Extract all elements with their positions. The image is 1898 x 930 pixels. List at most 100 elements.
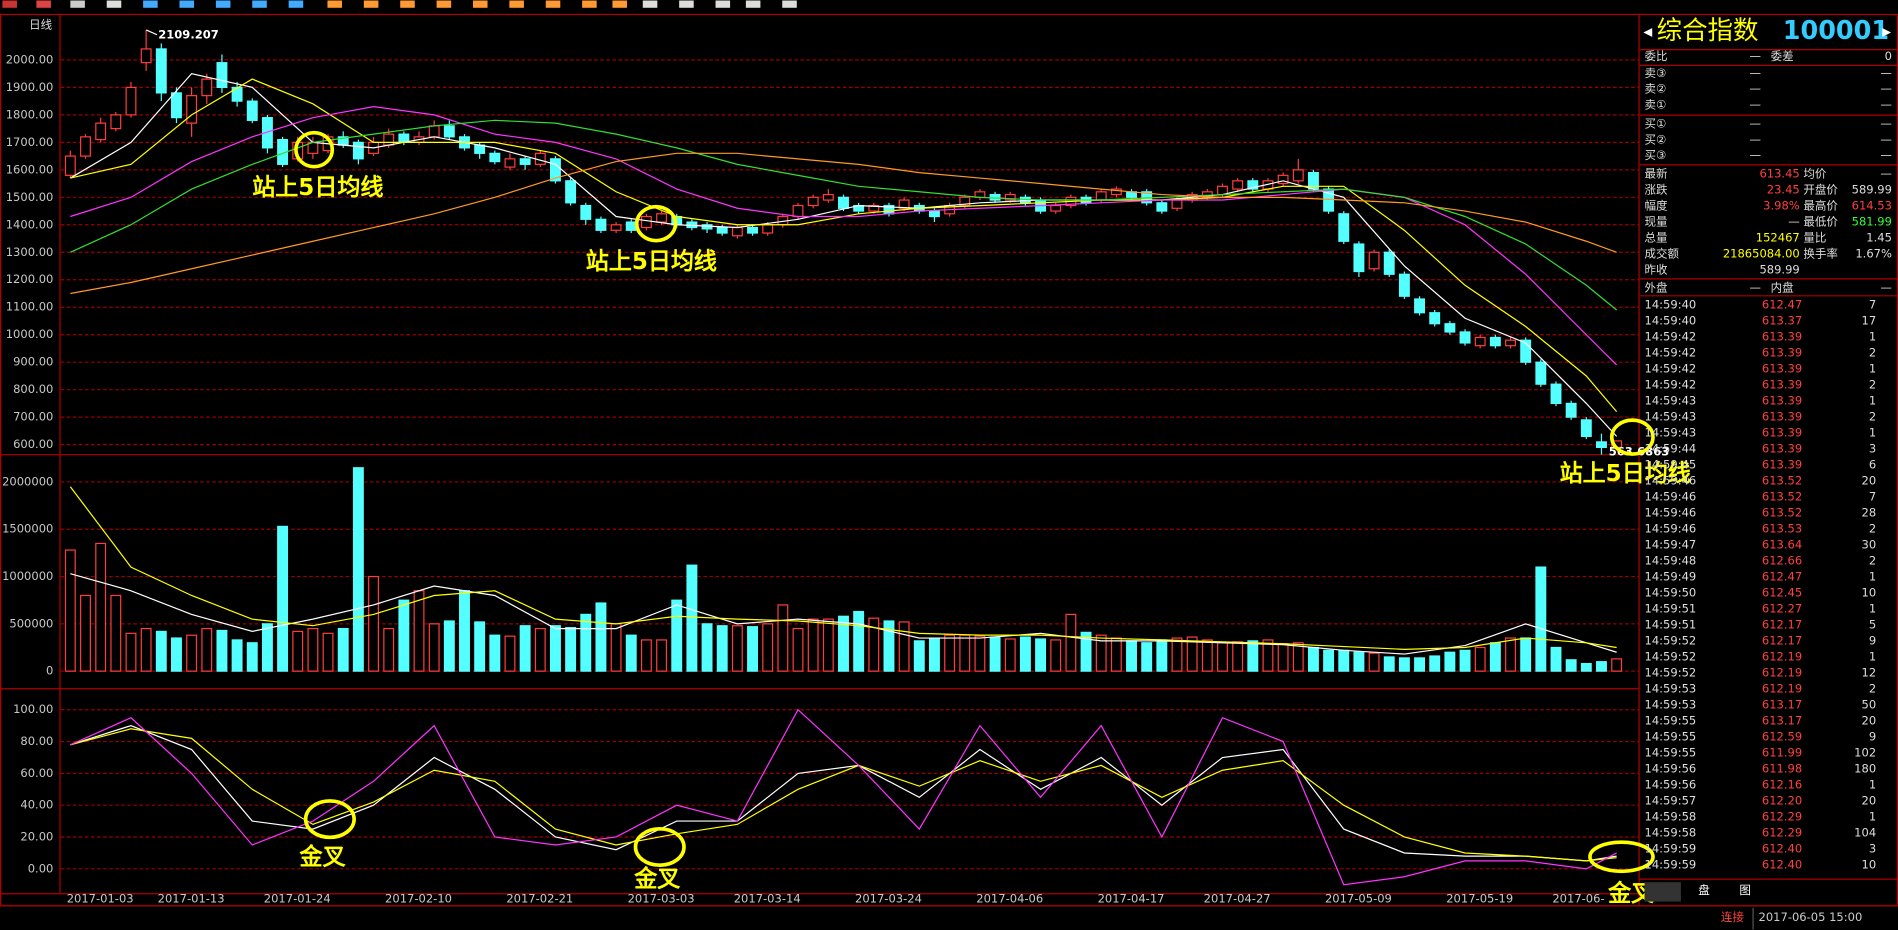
trade-time: 14:59:51 (1645, 602, 1697, 616)
tab-label[interactable]: 盘 (1698, 883, 1710, 897)
tool-icon[interactable] (327, 0, 343, 8)
volume-bar (140, 627, 152, 672)
order-price: — (1749, 66, 1761, 80)
candle-body (125, 86, 137, 116)
trade-volume: 1 (1869, 393, 1876, 407)
tool-icon[interactable] (612, 0, 628, 8)
indicator-line (70, 152, 1617, 295)
tool-icon[interactable] (288, 0, 304, 8)
trade-volume: 30 (1862, 538, 1877, 552)
stat-value: 1.67% (1855, 246, 1892, 260)
stat-value: — (1788, 214, 1800, 228)
tool-icon[interactable] (679, 0, 694, 8)
tab-label[interactable]: 图 (1739, 883, 1751, 897)
tool-icon[interactable] (215, 0, 231, 8)
tool-icon[interactable] (782, 0, 797, 8)
status-datetime: 2017-06-05 15:00 (1759, 910, 1863, 924)
tool-icon[interactable] (143, 0, 158, 8)
tool-icon[interactable] (252, 0, 267, 8)
volume-bar (459, 590, 470, 672)
tool-icon[interactable] (363, 0, 379, 8)
stat-value: — (1880, 166, 1892, 180)
prev-arrow[interactable]: ◀ (1643, 25, 1652, 39)
volume-bar (1383, 656, 1395, 672)
volume-bar (868, 617, 880, 672)
volume-bar (928, 638, 940, 672)
tool-icon[interactable] (642, 0, 658, 8)
candle-body (1474, 336, 1486, 347)
trade-volume: 3 (1869, 441, 1876, 455)
candle-body (352, 141, 364, 160)
volume-bar (853, 610, 865, 672)
candle-body (610, 224, 622, 231)
stat-label: 成交额 (1645, 246, 1680, 260)
tool-icon[interactable] (179, 0, 195, 8)
volume-bar (125, 632, 137, 672)
volume-bar (959, 634, 971, 672)
trade-volume: 180 (1854, 762, 1876, 776)
trade-time: 14:59:48 (1645, 554, 1697, 568)
tool-icon[interactable] (472, 0, 488, 8)
tool-icon[interactable] (745, 0, 761, 8)
volume-bar (1596, 661, 1607, 672)
stat-value: 589.99 (1759, 262, 1799, 276)
field-value: — (1749, 280, 1761, 294)
tool-icon[interactable] (582, 0, 597, 8)
y-tick-label: 1100.00 (6, 300, 54, 314)
tool-icon[interactable] (509, 0, 524, 8)
volume-bar (80, 594, 91, 672)
y-tick-label: 1400.00 (6, 217, 54, 231)
order-volume: — (1880, 117, 1892, 131)
y-tick-label: 40.00 (20, 798, 53, 812)
tool-icon[interactable] (545, 0, 561, 8)
volume-bar (246, 642, 258, 672)
tab[interactable] (1644, 882, 1681, 902)
volume-bar (716, 625, 728, 672)
y-tick-label: 1500.00 (6, 190, 54, 204)
tool-icon[interactable] (36, 0, 51, 8)
volume-bar (974, 635, 986, 672)
volume-bar (1156, 639, 1168, 672)
candle-body (1505, 339, 1516, 347)
y-tick-label: 1700.00 (6, 135, 54, 149)
volume-bar (1141, 642, 1153, 672)
candle-body (1550, 383, 1562, 405)
stat-label: 最低价 (1803, 214, 1838, 228)
next-arrow[interactable]: ▶ (1882, 25, 1891, 39)
trade-price: 611.98 (1762, 762, 1802, 776)
tool-icon[interactable] (400, 0, 415, 8)
y-tick-label: 1600.00 (6, 162, 54, 176)
indicator-line (70, 573, 1617, 655)
tool-icon[interactable] (715, 0, 731, 8)
order-level: 卖③ (1645, 66, 1667, 80)
trade-price: 612.17 (1762, 618, 1802, 632)
trade-time: 14:59:49 (1645, 570, 1697, 584)
y-tick-label: 1000.00 (6, 327, 54, 341)
tool-icon[interactable] (106, 0, 122, 8)
trade-time: 14:59:43 (1645, 409, 1697, 423)
trade-volume: 1 (1869, 361, 1876, 375)
stat-label: 昨收 (1645, 262, 1669, 276)
tool-icon[interactable] (436, 0, 452, 8)
y-tick-label: 1800.00 (6, 107, 54, 121)
trade-time: 14:59:56 (1645, 778, 1697, 792)
volume-bar (580, 613, 592, 672)
volume-bar (595, 602, 607, 672)
candle-body (549, 158, 561, 182)
annotation: 站上5日均线 (586, 248, 717, 275)
toolbar[interactable] (2, 0, 797, 8)
volume-bar (822, 618, 834, 672)
tool-icon[interactable] (70, 0, 85, 8)
candle-body (792, 204, 804, 218)
trade-volume: 6 (1869, 458, 1876, 472)
candle-body (580, 204, 592, 220)
trade-volume: 17 (1862, 313, 1877, 327)
highlight-ring (1588, 840, 1655, 874)
tool-icon[interactable] (2, 0, 17, 8)
trade-volume: 20 (1862, 474, 1877, 488)
volume-bar (1247, 640, 1259, 672)
trade-volume: 12 (1862, 666, 1877, 680)
